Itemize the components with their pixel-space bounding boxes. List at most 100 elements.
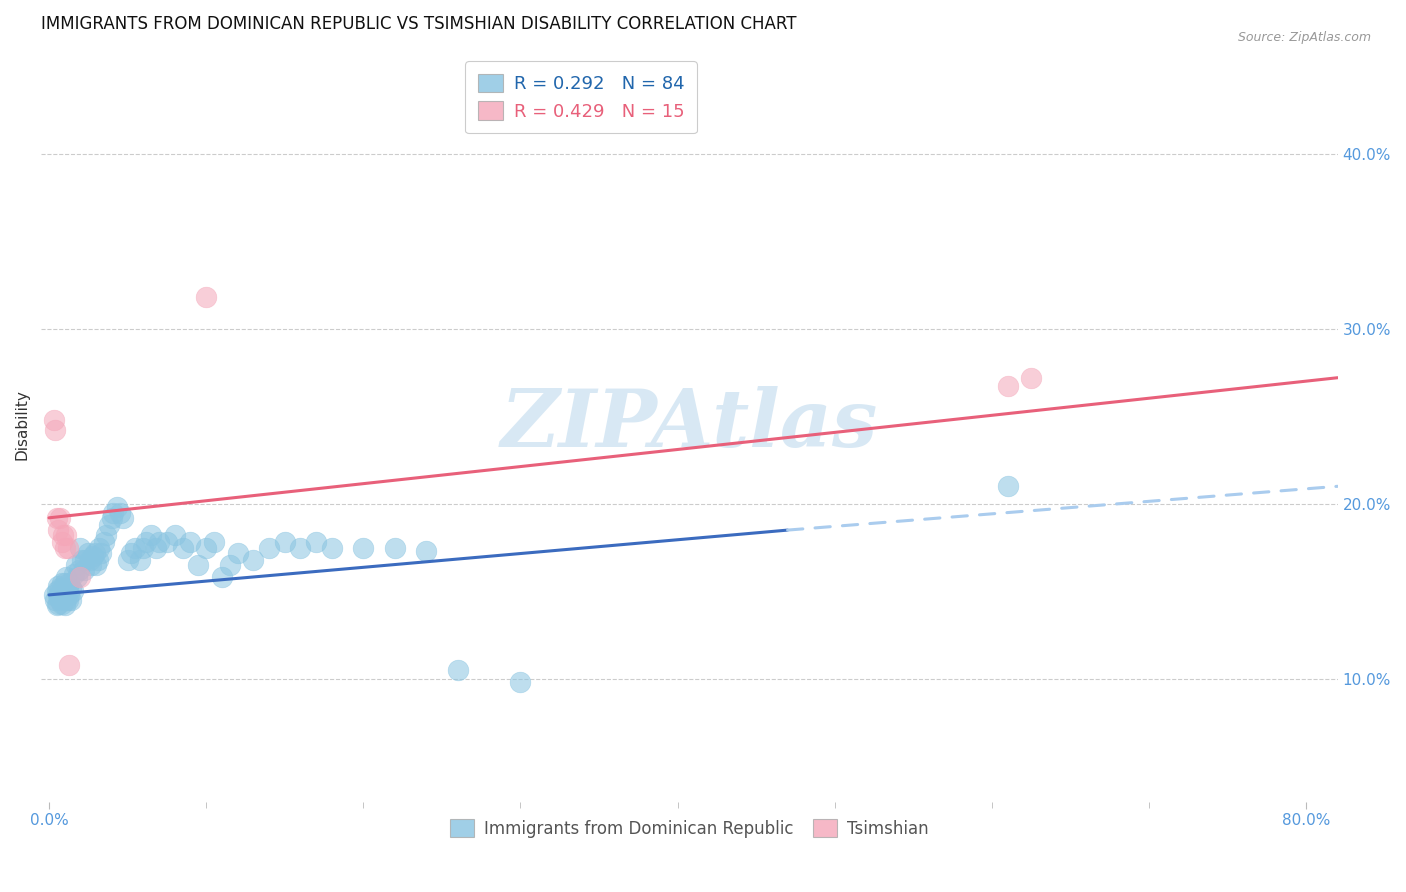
Point [42, 588, 65, 602]
Point [44, 593, 66, 607]
Point [132, 541, 155, 555]
Point [49, 511, 72, 525]
Point [94, 528, 117, 542]
Point [89, 541, 111, 555]
Point [120, 546, 142, 560]
Point [86, 553, 108, 567]
Point [45, 599, 67, 613]
Point [218, 558, 240, 573]
Point [53, 541, 76, 555]
Point [90, 546, 112, 560]
Point [55, 570, 77, 584]
Point [93, 535, 115, 549]
Point [83, 546, 105, 560]
Point [226, 546, 249, 560]
Point [321, 541, 343, 555]
Point [53, 599, 76, 613]
Point [62, 584, 84, 599]
Point [257, 541, 280, 555]
Point [129, 553, 152, 567]
Point [108, 506, 131, 520]
Point [48, 597, 70, 611]
Point [242, 553, 264, 567]
Point [45, 511, 67, 525]
Point [55, 528, 77, 542]
Point [273, 535, 295, 549]
Point [59, 581, 82, 595]
Point [211, 570, 233, 584]
Point [111, 511, 134, 525]
Y-axis label: Disability: Disability [15, 390, 30, 460]
Point [51, 597, 73, 611]
Point [75, 553, 97, 567]
Point [53, 575, 76, 590]
Point [49, 588, 72, 602]
Point [51, 575, 73, 590]
Point [45, 584, 67, 599]
Point [172, 541, 194, 555]
Point [117, 553, 139, 567]
Point [997, 379, 1019, 393]
Point [179, 535, 201, 549]
Point [59, 593, 82, 607]
Point [384, 541, 406, 555]
Point [48, 588, 70, 602]
Point [105, 500, 128, 515]
Point [135, 535, 157, 549]
Point [56, 581, 79, 595]
Point [48, 579, 70, 593]
Point [48, 523, 70, 537]
Point [103, 506, 125, 520]
Point [55, 584, 77, 599]
Point [58, 657, 80, 672]
Point [415, 544, 437, 558]
Point [101, 511, 124, 525]
Point [187, 558, 209, 573]
Point [58, 588, 80, 602]
Point [148, 535, 170, 549]
Text: IMMIGRANTS FROM DOMINICAN REPUBLIC VS TSIMSHIAN DISABILITY CORRELATION CHART: IMMIGRANTS FROM DOMINICAN REPUBLIC VS TS… [41, 15, 797, 33]
Point [70, 553, 93, 567]
Point [65, 558, 87, 573]
Point [56, 541, 79, 555]
Point [69, 570, 91, 584]
Point [49, 581, 72, 595]
Point [195, 290, 218, 304]
Point [77, 546, 100, 560]
Point [67, 563, 90, 577]
Point [124, 541, 146, 555]
Point [51, 535, 73, 549]
Point [53, 588, 76, 602]
Point [72, 563, 94, 577]
Point [163, 528, 186, 542]
Point [58, 575, 80, 590]
Point [446, 663, 468, 677]
Point [52, 588, 75, 602]
Point [52, 581, 75, 595]
Point [56, 593, 79, 607]
Point [156, 535, 179, 549]
Point [55, 593, 77, 607]
Point [79, 553, 101, 567]
Point [80, 558, 103, 573]
Legend: Immigrants from Dominican Republic, Tsimshian: Immigrants from Dominican Republic, Tsim… [441, 811, 936, 846]
Point [290, 541, 312, 555]
Point [1019, 370, 1042, 384]
Point [509, 675, 531, 690]
Point [42, 413, 65, 427]
Point [352, 541, 374, 555]
Point [82, 549, 104, 564]
Point [202, 535, 225, 549]
Point [997, 479, 1019, 493]
Point [84, 558, 107, 573]
Text: Source: ZipAtlas.com: Source: ZipAtlas.com [1237, 31, 1371, 45]
Point [44, 423, 66, 437]
Point [305, 535, 328, 549]
Point [195, 541, 218, 555]
Point [69, 541, 91, 555]
Point [139, 528, 162, 542]
Point [63, 566, 86, 581]
Text: ZIPAtlas: ZIPAtlas [501, 386, 879, 464]
Point [49, 593, 72, 607]
Point [66, 570, 89, 584]
